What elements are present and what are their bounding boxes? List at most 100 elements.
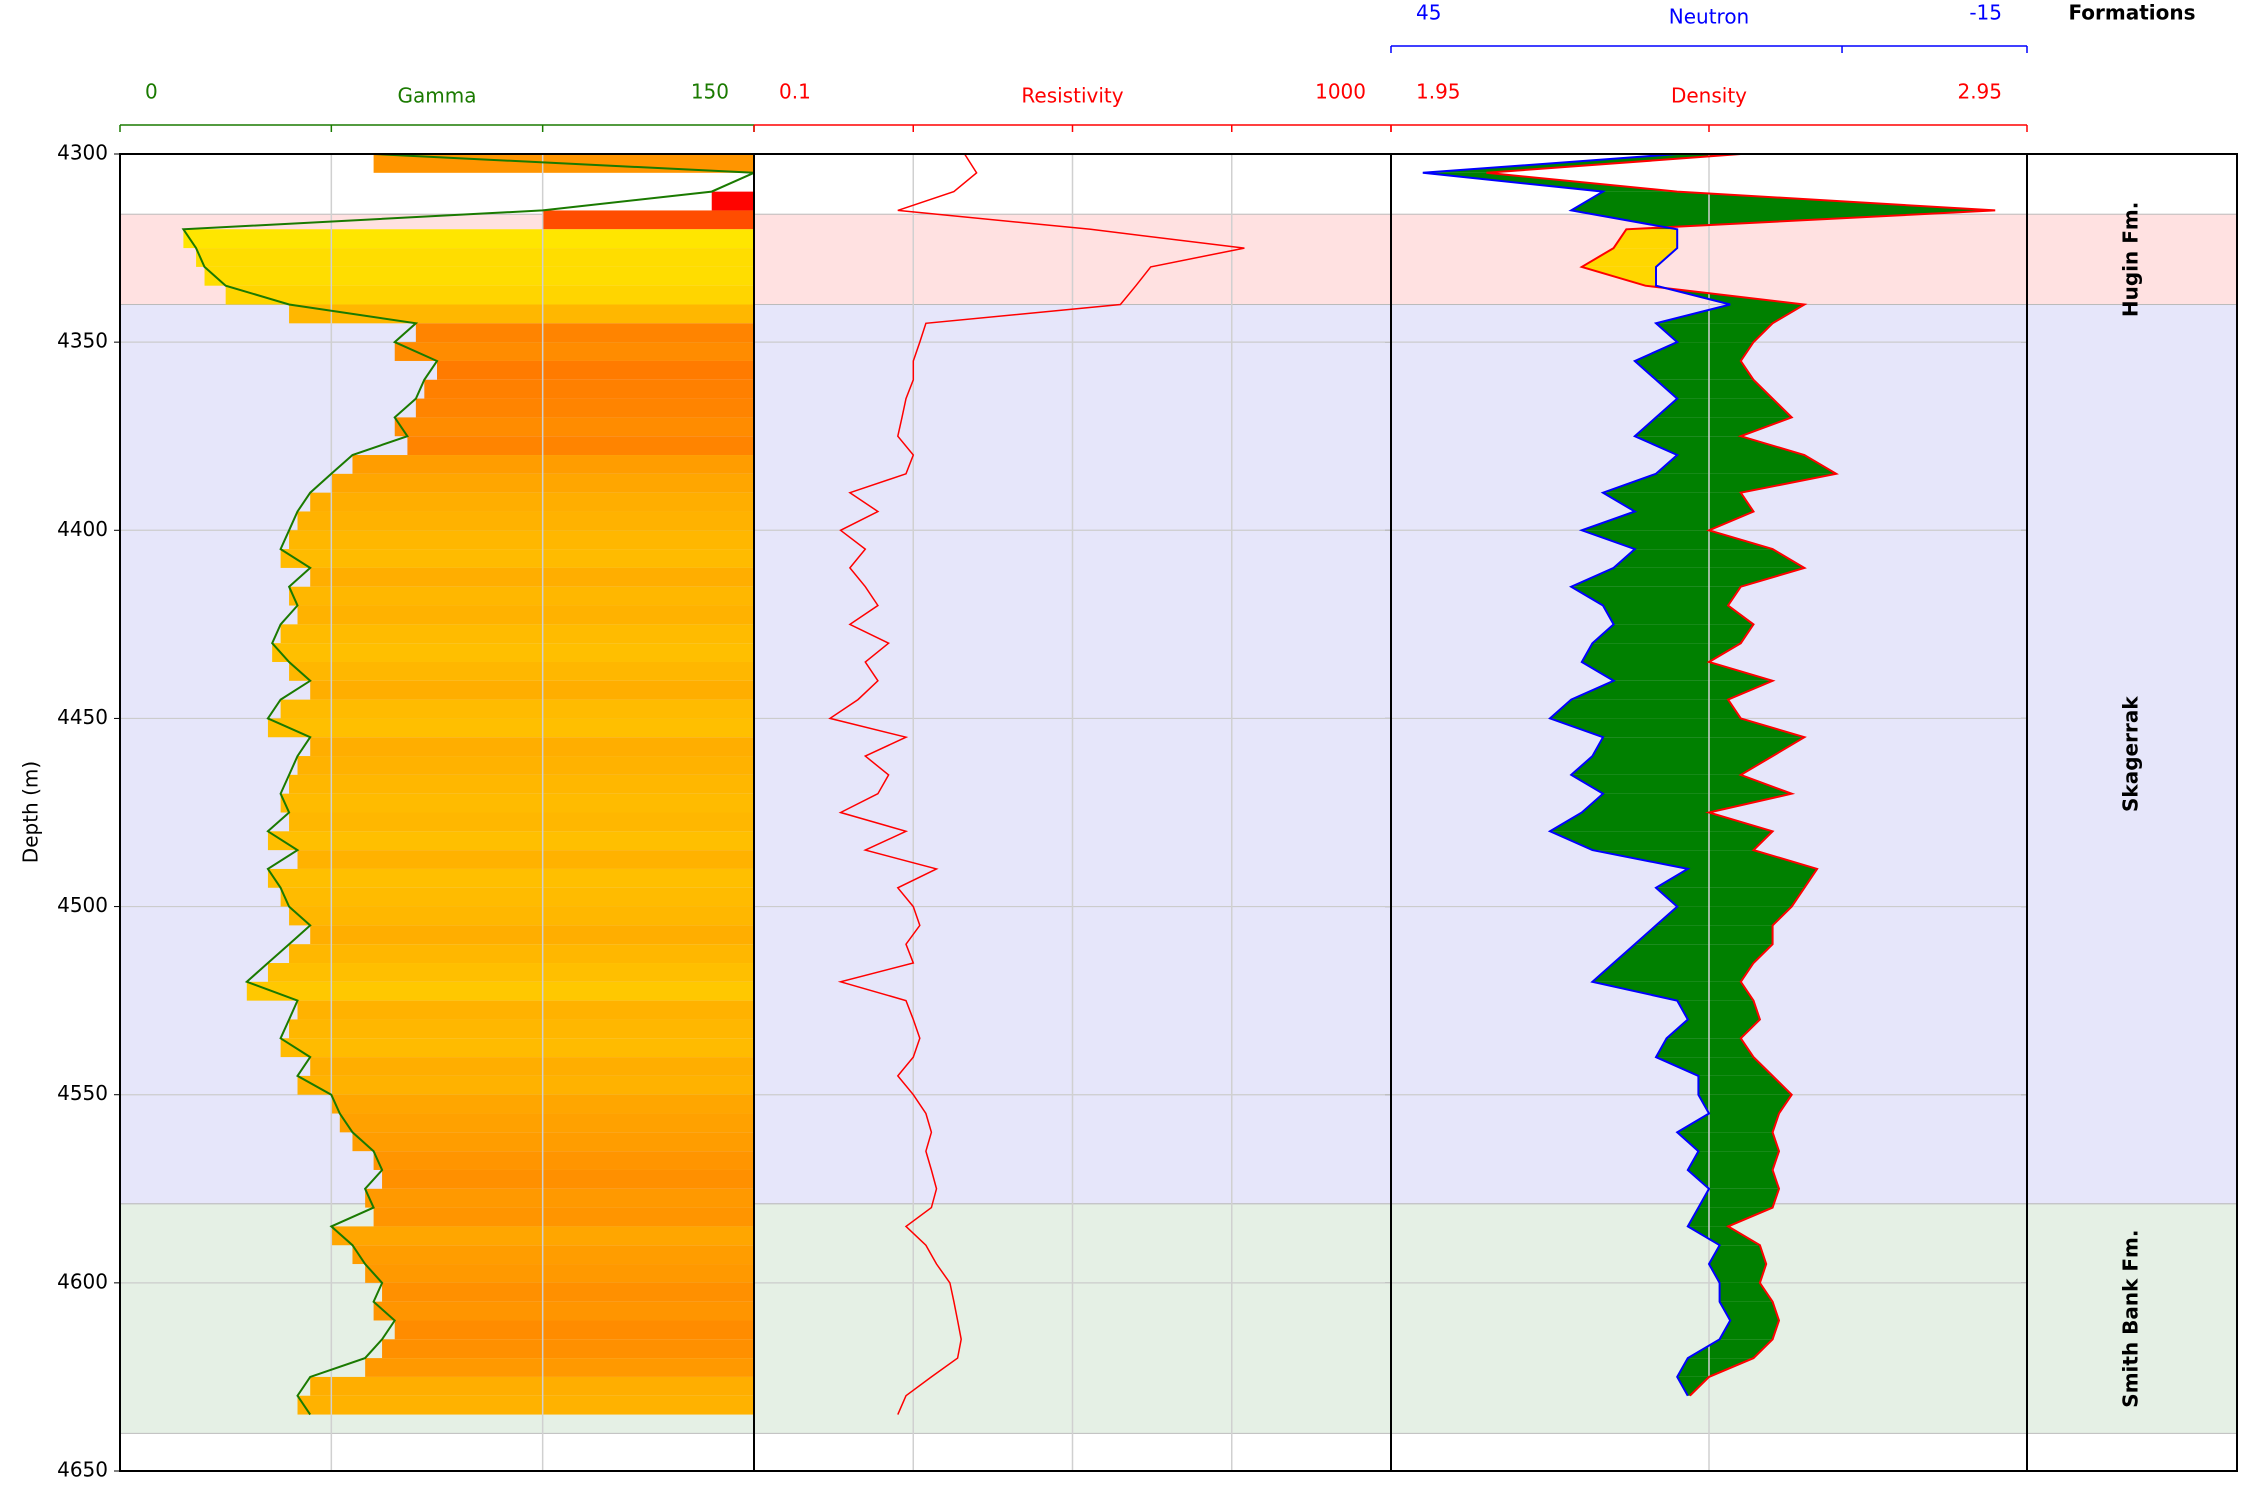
gamma-fill — [310, 737, 754, 757]
gamma-fill — [280, 887, 754, 907]
y-tick-label: 4450 — [57, 705, 108, 729]
gamma-fill — [382, 1339, 754, 1359]
gamma-fill — [289, 944, 754, 964]
gamma-fill — [267, 831, 754, 851]
gamma-fill — [280, 549, 754, 568]
shale-fill — [1581, 793, 1792, 813]
shale-fill — [1656, 455, 1837, 474]
x-tick-label: -15 — [1969, 1, 2002, 25]
gamma-fill — [365, 1188, 754, 1208]
shale-fill — [1719, 1301, 1779, 1321]
shale-fill — [1571, 756, 1773, 775]
gamma-fill — [352, 1245, 754, 1265]
x-tick-label: 1000 — [1315, 80, 1366, 104]
shale-fill — [1677, 1000, 1760, 1020]
shale-fill — [1634, 360, 1754, 380]
gamma-fill — [373, 1301, 754, 1321]
gamma-fill — [267, 868, 754, 888]
shale-fill — [1581, 661, 1773, 681]
x-axis-title: Resistivity — [1021, 84, 1123, 108]
shale-fill — [1709, 1245, 1767, 1265]
shale-fill — [1666, 1019, 1760, 1039]
gamma-fill — [297, 1000, 754, 1020]
gamma-fill — [183, 229, 754, 249]
gamma-curve — [181, 153, 755, 1416]
gamma-fill — [424, 379, 754, 399]
shale-fill — [1581, 643, 1741, 662]
gamma-fill — [310, 1376, 754, 1396]
x-tick-label: 150 — [691, 80, 729, 104]
shale-fill — [1656, 379, 1773, 399]
shale-fill — [1571, 774, 1792, 794]
y-tick-label: 4550 — [57, 1081, 108, 1105]
shale-fill — [1592, 737, 1805, 757]
track-frame — [2026, 153, 2238, 1472]
y-tick-label: 4350 — [57, 329, 108, 353]
shale-fill — [1677, 1132, 1779, 1152]
gamma-fill — [280, 1038, 754, 1058]
gamma-fill — [272, 643, 754, 662]
neutron-curve — [1422, 153, 1732, 1397]
shale-fill — [1634, 342, 1754, 361]
x-axis-title: Neutron — [1669, 5, 1749, 29]
gamma-fill — [196, 248, 754, 267]
shale-fill — [1677, 1358, 1754, 1377]
gamma-fill — [415, 398, 754, 418]
shale-fill — [1613, 944, 1773, 964]
shale-fill — [1698, 1094, 1792, 1114]
gamma-fill — [225, 285, 754, 305]
shale-fill — [1656, 1038, 1754, 1058]
shale-fill — [1550, 812, 1773, 832]
x-tick-label: 0.1 — [779, 80, 811, 104]
shale-fill — [1603, 605, 1754, 625]
shale-fill — [1592, 963, 1754, 982]
resistivity-curve — [828, 153, 1245, 1415]
shale-fill — [1592, 981, 1754, 1001]
gamma-fill — [415, 323, 754, 343]
gamma-fill — [310, 1057, 754, 1076]
shale-fill — [1571, 191, 1996, 211]
formations-title: Formations — [2068, 1, 2195, 25]
x-tick-label: 2.95 — [1957, 80, 2002, 104]
gamma-fill — [289, 774, 754, 794]
gamma-fill — [310, 492, 754, 512]
gamma-fill — [289, 906, 754, 926]
gamma-fill — [394, 417, 754, 437]
gamma-fill — [365, 1358, 754, 1377]
shale-fill — [1581, 511, 1754, 531]
gamma-fill — [373, 1151, 754, 1170]
gamma-fill — [204, 266, 755, 286]
x-tick-label: 0 — [145, 80, 158, 104]
y-tick-label: 4650 — [57, 1458, 108, 1482]
shale-fill — [1656, 887, 1805, 907]
shale-fill — [1687, 1169, 1779, 1189]
density-curve — [1486, 153, 1996, 1397]
shale-fill — [1698, 1075, 1792, 1095]
y-tick-label: 4400 — [57, 517, 108, 541]
shale-fill — [1603, 492, 1754, 512]
shale-fill — [1571, 586, 1741, 606]
shale-fill — [1422, 172, 1678, 192]
x-axis-title: Density — [1671, 84, 1747, 108]
gamma-fill — [394, 342, 754, 361]
shale-fill — [1656, 906, 1792, 926]
gamma-fill — [280, 793, 754, 813]
formation-label: Skagerrak — [2119, 696, 2143, 812]
y-tick-label: 4500 — [57, 893, 108, 917]
gamma-fill — [437, 360, 754, 380]
gamma-fill — [352, 1132, 754, 1152]
sand-fill — [1613, 229, 1678, 249]
gamma-fill — [280, 699, 754, 719]
formation-label: Smith Bank Fm. — [2119, 1230, 2143, 1408]
x-axis-title: Gamma — [398, 84, 477, 108]
gamma-fill — [289, 304, 754, 324]
gamma-fill — [394, 1320, 754, 1340]
x-tick-label: 45 — [1416, 1, 1441, 25]
gamma-fill — [297, 1075, 754, 1095]
gamma-fill — [289, 530, 754, 550]
shale-fill — [1422, 154, 1741, 173]
shale-fill — [1656, 304, 1805, 324]
shale-fill — [1656, 868, 1818, 888]
gamma-fill — [373, 1207, 754, 1227]
gamma-fill — [339, 1113, 754, 1133]
